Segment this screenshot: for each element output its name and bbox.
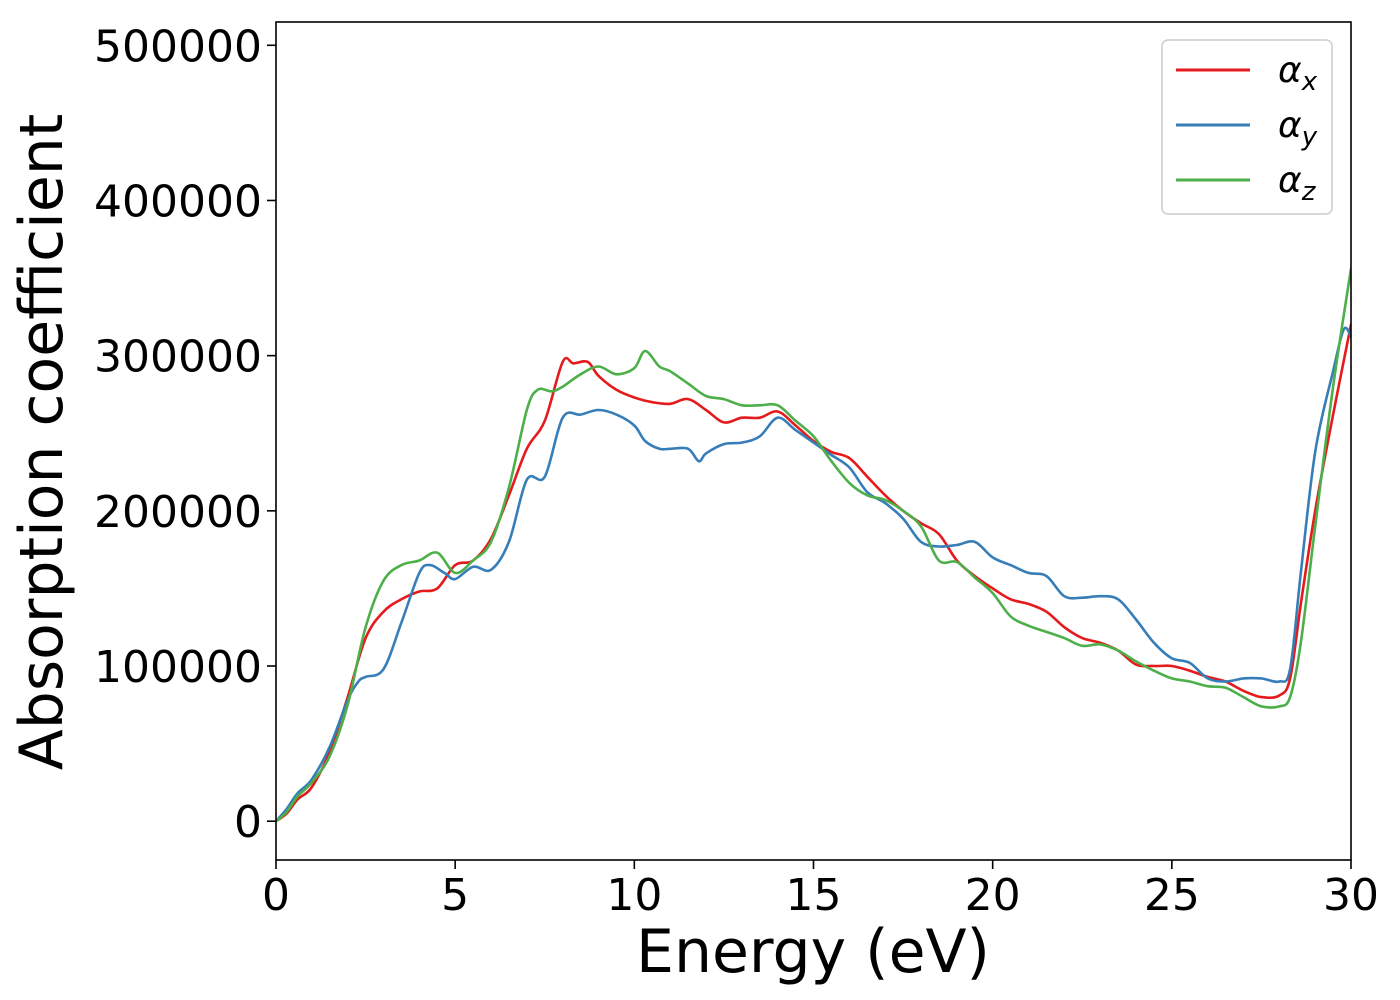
x-tick-label: 20	[965, 870, 1021, 921]
y-tick-label: 0	[234, 797, 262, 848]
y-tick-label: 200000	[94, 487, 262, 538]
y-tick-label: 400000	[94, 176, 262, 227]
series-line-y	[276, 326, 1351, 823]
y-tick-label: 500000	[94, 21, 262, 72]
y-tick-label: 100000	[94, 642, 262, 693]
legend-label-y: αy	[1278, 105, 1318, 152]
y-axis: 0 100000 200000 300000 400000 500000	[94, 21, 276, 848]
x-axis: 0 5 10 15 20 25 30	[262, 860, 1379, 921]
legend-label-x: αx	[1278, 50, 1318, 97]
legend-label-z: αz	[1278, 160, 1317, 207]
x-axis-title: Energy (eV)	[636, 917, 990, 987]
series-line-x	[276, 323, 1351, 823]
x-tick-label: 30	[1323, 870, 1379, 921]
legend-box	[1161, 39, 1333, 215]
x-tick-label: 10	[606, 870, 662, 921]
y-tick-label: 300000	[94, 332, 262, 383]
x-tick-label: 5	[441, 870, 469, 921]
series-layer	[276, 267, 1351, 823]
y-axis-title: Absorption coefficient	[7, 114, 77, 771]
legend: αx αy αz	[1161, 39, 1333, 215]
x-tick-label: 25	[1144, 870, 1200, 921]
x-tick-label: 0	[262, 870, 290, 921]
series-line-z	[276, 267, 1351, 823]
x-tick-label: 15	[786, 870, 842, 921]
